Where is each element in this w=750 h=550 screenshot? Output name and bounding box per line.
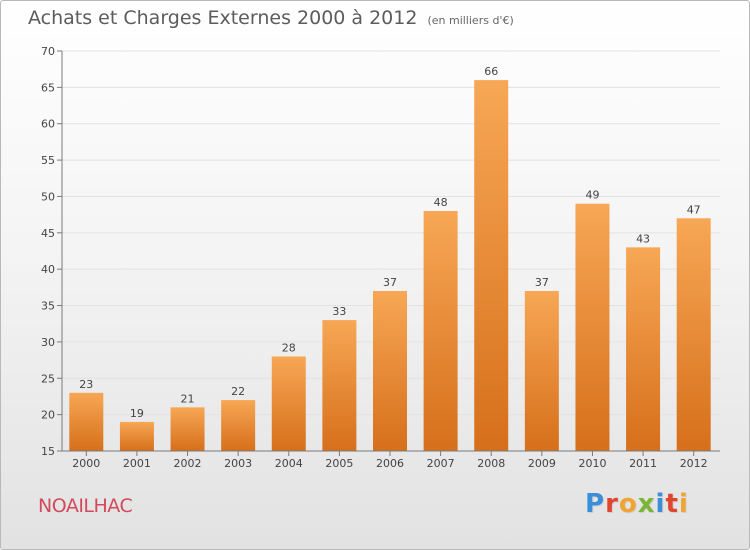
labels: 15 20 25 30 35 40 45 50 55 60 65 70 23 2000 19 2001 21 20… [41, 45, 708, 470]
bar-2005[interactable] [322, 320, 357, 451]
bar-2011[interactable] [626, 247, 661, 451]
bar-2012[interactable] [676, 218, 711, 451]
logo-letter: o [618, 489, 638, 519]
data-label: 66 [484, 65, 498, 78]
y-tick-label: 20 [41, 409, 55, 422]
x-tick-label: 2003 [224, 457, 252, 470]
bar-2003[interactable] [221, 400, 256, 451]
data-label: 21 [181, 392, 195, 405]
x-tick-label: 2008 [477, 457, 505, 470]
logo-letter: i [678, 489, 689, 519]
bar-2004[interactable] [271, 356, 306, 451]
y-tick-label: 30 [41, 336, 55, 349]
y-tick-label: 50 [41, 190, 55, 203]
x-tick-label: 2005 [325, 457, 353, 470]
logo-letter: t [665, 489, 679, 519]
chart-subtitle: (en milliers d'€) [427, 14, 514, 27]
data-label: 43 [636, 232, 650, 245]
bar-2007[interactable] [423, 211, 458, 451]
logo-letter: r [605, 489, 619, 519]
y-tick-label: 70 [41, 45, 55, 58]
y-tick-label: 65 [41, 81, 55, 94]
x-tick-label: 2009 [528, 457, 556, 470]
bar-2000[interactable] [69, 392, 104, 451]
y-tick-label: 55 [41, 154, 55, 167]
logo-letter: P [585, 489, 606, 519]
y-tick-label: 40 [41, 263, 55, 276]
x-tick-label: 2006 [376, 457, 404, 470]
x-tick-label: 2002 [174, 457, 202, 470]
y-tick-label: 35 [41, 300, 55, 313]
commune-name: NOAILHAC [38, 495, 133, 517]
data-label: 48 [434, 196, 448, 209]
bar-2008[interactable] [474, 80, 509, 451]
x-tick-label: 2007 [427, 457, 455, 470]
data-label: 19 [130, 407, 144, 420]
x-tick-label: 2000 [72, 457, 100, 470]
x-tick-label: 2004 [275, 457, 303, 470]
chart-title-text: Achats et Charges Externes 2000 à 2012 [28, 7, 418, 29]
data-label: 37 [535, 276, 549, 289]
logo-letter: x [637, 489, 656, 519]
bar-2001[interactable] [119, 421, 154, 451]
y-tick-label: 60 [41, 118, 55, 131]
chart-title: Achats et Charges Externes 2000 à 2012 (e… [28, 7, 514, 29]
data-label: 37 [383, 276, 397, 289]
bar-2009[interactable] [524, 291, 559, 451]
bar-2002[interactable] [170, 407, 205, 451]
x-tick-label: 2012 [680, 457, 708, 470]
x-tick-label: 2001 [123, 457, 151, 470]
y-tick-label: 25 [41, 372, 55, 385]
bar-2010[interactable] [575, 203, 610, 451]
bar-2006[interactable] [373, 291, 407, 451]
y-tick-label: 15 [41, 445, 55, 458]
data-label: 47 [687, 203, 701, 216]
bars [69, 80, 711, 451]
x-tick-label: 2010 [578, 457, 606, 470]
data-label: 28 [282, 341, 296, 354]
data-label: 49 [585, 189, 599, 202]
axes [57, 50, 720, 456]
logo-letter: i [655, 489, 666, 519]
data-label: 22 [231, 385, 245, 398]
proxiti-logo[interactable]: Proxiti [585, 489, 689, 519]
y-tick-label: 45 [41, 227, 55, 240]
data-label: 33 [332, 305, 346, 318]
data-label: 23 [79, 378, 93, 391]
x-tick-label: 2011 [629, 457, 657, 470]
